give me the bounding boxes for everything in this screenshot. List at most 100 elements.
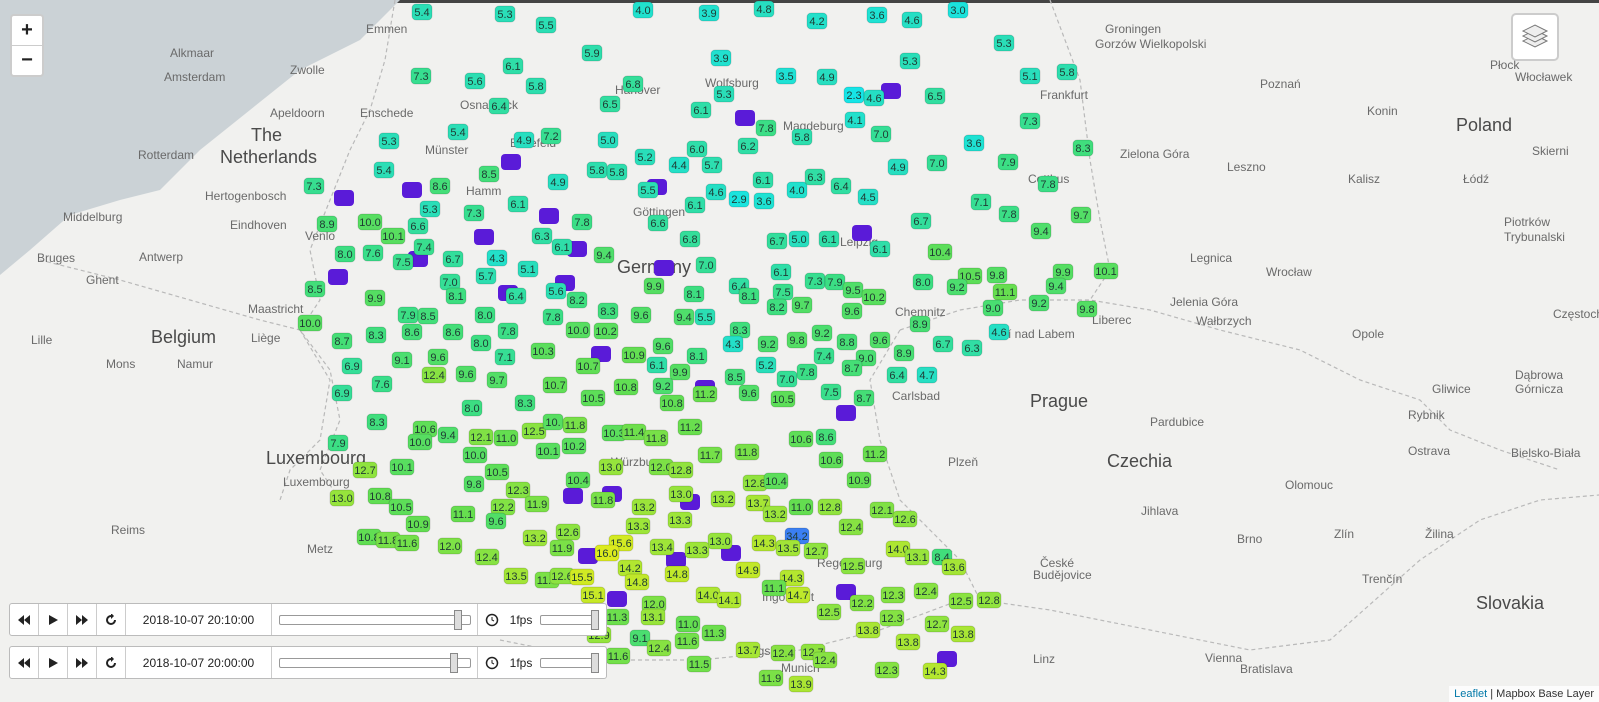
station-marker <box>824 273 846 291</box>
station-marker <box>474 548 500 566</box>
station: 5.2 <box>755 356 777 374</box>
station: 12.7 <box>352 461 378 479</box>
layers-button[interactable] <box>1511 13 1559 61</box>
station-marker <box>468 428 494 446</box>
station-value: 6.4 <box>833 181 848 193</box>
station: 14.3 <box>779 569 805 587</box>
station-value: 6.4 <box>889 370 904 382</box>
fps-slider[interactable] <box>540 609 602 630</box>
station-marker <box>1076 300 1098 318</box>
station: 9.4 <box>437 426 459 444</box>
player-button[interactable] <box>97 604 126 635</box>
fps-slider[interactable] <box>540 652 602 673</box>
station-marker <box>445 287 467 305</box>
station-value: 12.3 <box>882 590 903 602</box>
station-value: 9.5 <box>845 285 860 297</box>
station: 9.2 <box>1028 294 1050 312</box>
station-value: 5.8 <box>794 132 809 144</box>
station-marker <box>857 188 879 206</box>
station-value: 7.0 <box>698 260 713 272</box>
station-marker <box>371 375 393 393</box>
place-label: Brno <box>1237 532 1263 546</box>
slider-thumb[interactable] <box>449 652 458 673</box>
station-marker <box>986 266 1008 284</box>
station: 10.6 <box>412 420 438 438</box>
player-button[interactable] <box>10 604 39 635</box>
station: 8.9 <box>909 315 931 333</box>
station: 14.9 <box>735 561 761 579</box>
station-value: 12.7 <box>805 546 826 558</box>
country-label: Netherlands <box>220 147 317 167</box>
station: 7.2 <box>540 127 562 145</box>
station-value: 7.9 <box>827 277 842 289</box>
station: 12.2 <box>490 498 516 516</box>
station-value: 12.3 <box>507 485 528 497</box>
station-value: 9.2 <box>760 339 775 351</box>
station-value: 3.0 <box>950 5 965 17</box>
station-marker <box>652 337 674 355</box>
station-value: 10.4 <box>765 476 786 488</box>
zoom-out[interactable]: − <box>12 45 42 75</box>
station-value: 4.6 <box>708 187 723 199</box>
station: 6.2 <box>737 137 759 155</box>
player-button[interactable] <box>68 647 97 678</box>
station-value: 11.8 <box>593 495 614 507</box>
station-value: 9.6 <box>633 310 648 322</box>
sea <box>0 0 400 275</box>
slider-thumb[interactable] <box>591 609 599 630</box>
player-button[interactable] <box>39 604 68 635</box>
place-label: Metz <box>307 542 333 556</box>
time-slider[interactable] <box>272 604 478 635</box>
slider-thumb[interactable] <box>591 652 599 673</box>
station-marker <box>836 333 858 351</box>
player-button[interactable] <box>10 647 39 678</box>
station: 8.0 <box>470 334 492 352</box>
station-marker <box>316 215 338 233</box>
player-button[interactable] <box>68 604 97 635</box>
station-value: 6.1 <box>693 105 708 117</box>
station-value: 12.3 <box>876 665 897 677</box>
station-value: 5.6 <box>467 76 482 88</box>
station: 9.8 <box>463 475 485 493</box>
station: 10.2 <box>593 322 619 340</box>
station-marker <box>447 123 469 141</box>
station-value: 6.1 <box>872 244 887 256</box>
station-marker <box>497 322 519 340</box>
station-value: 5.8 <box>528 81 543 93</box>
time-slider[interactable] <box>272 647 478 678</box>
station-value: 5.9 <box>584 48 599 60</box>
station: 6.3 <box>804 168 826 186</box>
player-button[interactable] <box>39 647 68 678</box>
station-marker <box>357 213 383 231</box>
station: 10.0 <box>407 433 433 451</box>
station-value: 7.8 <box>574 217 589 229</box>
fps-label: 1fps <box>509 655 533 670</box>
station: 9.8 <box>1076 300 1098 318</box>
station-value: 7.3 <box>306 181 321 193</box>
station-marker <box>571 213 593 231</box>
station: 6.8 <box>679 230 701 248</box>
station-value: 10.1 <box>537 446 558 458</box>
station: 12.1 <box>468 428 494 446</box>
station-value: 9.1 <box>394 355 409 367</box>
station: 8.7 <box>853 389 875 407</box>
station: 6.7 <box>442 250 464 268</box>
station-marker <box>565 471 591 489</box>
station-marker <box>547 173 569 191</box>
station: 11.8 <box>562 416 588 434</box>
zoom-in[interactable]: + <box>21 19 33 41</box>
station-marker <box>786 331 808 349</box>
station: 12.1 <box>869 501 895 519</box>
empty-marker <box>539 208 559 224</box>
station: 6.1 <box>690 101 712 119</box>
station-value: 10.8 <box>358 532 379 544</box>
station-value: 10.9 <box>407 519 428 531</box>
station-marker <box>669 363 691 381</box>
player-button[interactable] <box>97 647 126 678</box>
leaflet-link[interactable]: Leaflet <box>1454 688 1488 700</box>
station-marker <box>597 302 619 320</box>
station-value: 9.9 <box>672 367 687 379</box>
country-label: Belgium <box>151 327 216 347</box>
station-marker <box>816 603 842 621</box>
slider-thumb[interactable] <box>453 609 462 630</box>
